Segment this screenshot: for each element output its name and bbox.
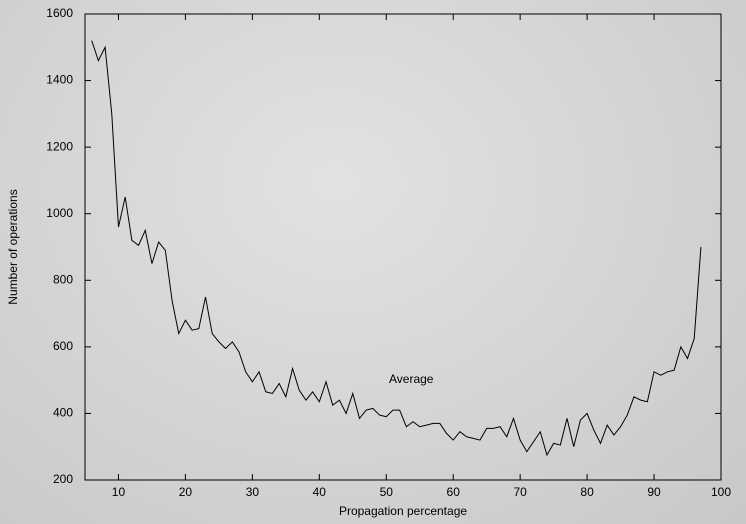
y-axis-label: Number of operations <box>6 189 20 304</box>
y-tick-label: 1200 <box>46 139 73 153</box>
x-tick-label: 80 <box>580 485 594 499</box>
x-tick-label: 20 <box>179 485 193 499</box>
y-tick-label: 400 <box>53 406 73 420</box>
x-axis-label: Propagation percentage <box>339 504 467 518</box>
x-tick-label: 100 <box>711 485 731 499</box>
data-line <box>92 41 701 455</box>
plot-frame <box>85 14 721 480</box>
annotation: Average <box>389 372 434 386</box>
x-tick-label: 60 <box>447 485 461 499</box>
y-tick-label: 600 <box>53 339 73 353</box>
x-tick-label: 70 <box>513 485 527 499</box>
x-tick-label: 50 <box>380 485 394 499</box>
chart: Propagation percentage Number of operati… <box>0 0 746 524</box>
x-tick-label: 30 <box>246 485 260 499</box>
x-tick-label: 90 <box>647 485 661 499</box>
x-tick-label: 10 <box>112 485 126 499</box>
y-tick-label: 200 <box>53 472 73 486</box>
y-tick-label: 800 <box>53 272 73 286</box>
y-tick-label: 1400 <box>46 73 73 87</box>
y-tick-label: 1600 <box>46 6 73 20</box>
x-tick-label: 40 <box>313 485 327 499</box>
y-tick-label: 1000 <box>46 206 73 220</box>
